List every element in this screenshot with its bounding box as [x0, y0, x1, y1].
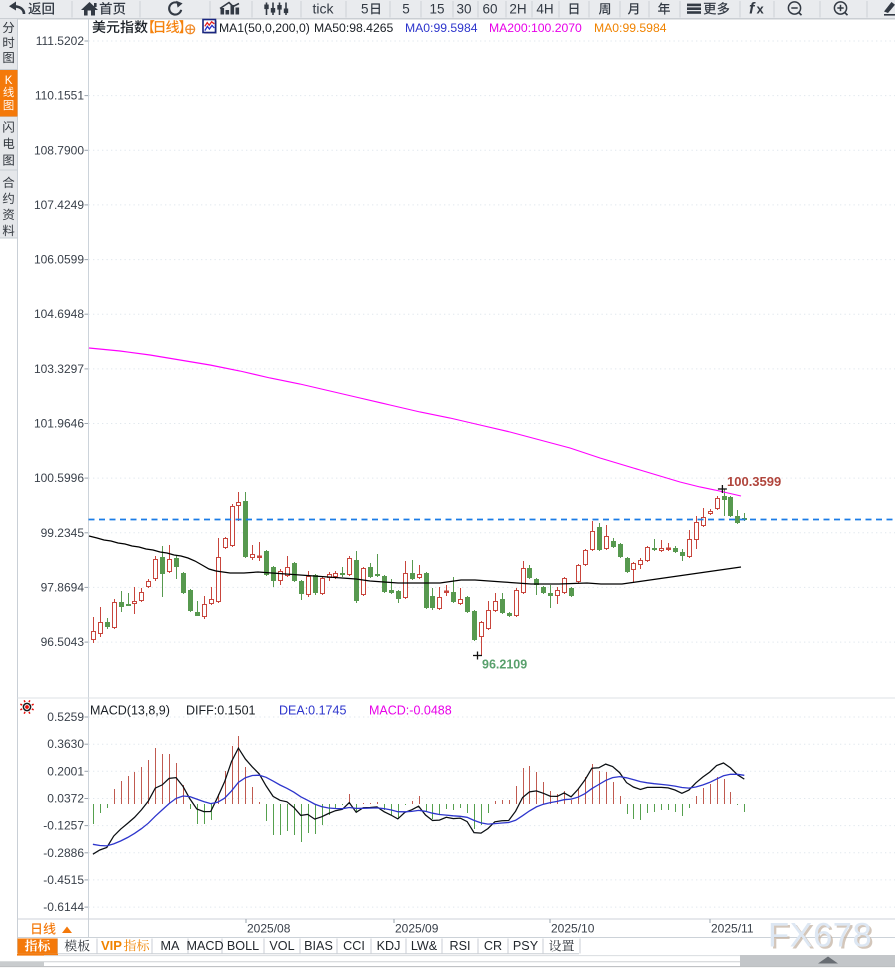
svg-text:CCI: CCI [343, 939, 365, 953]
svg-text:2025/09: 2025/09 [395, 922, 439, 936]
svg-text:-0.2886: -0.2886 [43, 846, 84, 860]
svg-text:VIP: VIP [101, 938, 122, 953]
svg-text:CR: CR [484, 939, 502, 953]
svg-text:LW&: LW& [411, 939, 438, 953]
svg-text:0.3630: 0.3630 [47, 737, 84, 751]
svg-text:2H: 2H [509, 2, 526, 17]
svg-text:MACD:-0.0488: MACD:-0.0488 [369, 704, 452, 718]
svg-text:2025/11: 2025/11 [711, 922, 754, 936]
svg-text:111.5202: 111.5202 [36, 34, 85, 48]
svg-text:MACD: MACD [186, 939, 223, 953]
svg-text:FX678: FX678 [770, 919, 874, 957]
svg-text:15: 15 [429, 2, 444, 17]
svg-text:-0.6144: -0.6144 [43, 900, 84, 914]
svg-text:-0.1257: -0.1257 [43, 819, 84, 833]
svg-text:PSY: PSY [513, 939, 539, 953]
svg-text:97.8694: 97.8694 [41, 580, 85, 594]
svg-text:MA200:100.2070: MA200:100.2070 [489, 21, 582, 35]
svg-text:DIFF:0.1501: DIFF:0.1501 [186, 704, 256, 718]
svg-text:tick: tick [313, 1, 335, 17]
svg-text:MA0:99.5984: MA0:99.5984 [594, 21, 667, 35]
svg-text:101.9646: 101.9646 [34, 417, 84, 431]
svg-text:106.0599: 106.0599 [34, 253, 84, 267]
svg-text:MACD(13,8,9): MACD(13,8,9) [90, 704, 170, 718]
svg-text:0.2001: 0.2001 [47, 764, 84, 778]
svg-text:MA: MA [161, 939, 180, 953]
svg-text:2025/08: 2025/08 [247, 922, 291, 936]
svg-text:0.5259: 0.5259 [47, 710, 84, 724]
svg-text:103.3297: 103.3297 [34, 362, 84, 376]
svg-text:MA1(50,0,200,0): MA1(50,0,200,0) [219, 21, 310, 35]
svg-text:5: 5 [402, 2, 410, 17]
svg-text:MA0:99.5984: MA0:99.5984 [405, 21, 478, 35]
svg-text:0.0372: 0.0372 [47, 792, 84, 806]
svg-text:108.7900: 108.7900 [34, 143, 84, 157]
svg-text:30: 30 [456, 2, 471, 17]
svg-text:110.1551: 110.1551 [35, 89, 84, 103]
svg-text:KDJ: KDJ [377, 939, 401, 953]
svg-text:104.6948: 104.6948 [34, 307, 84, 321]
svg-text:96.5043: 96.5043 [41, 635, 85, 649]
svg-text:100.5996: 100.5996 [34, 471, 84, 485]
svg-text:100.3599: 100.3599 [727, 474, 781, 489]
svg-text:4H: 4H [536, 2, 553, 17]
svg-text:RSI: RSI [450, 939, 471, 953]
svg-text:DEA:0.1745: DEA:0.1745 [279, 704, 346, 718]
svg-text:99.2345: 99.2345 [41, 526, 85, 540]
svg-text:60: 60 [482, 2, 497, 17]
svg-text:2025/10: 2025/10 [551, 922, 595, 936]
svg-text:VOL: VOL [269, 939, 294, 953]
svg-text:K: K [5, 75, 13, 87]
svg-text:5: 5 [361, 2, 369, 17]
svg-text:FX678: FX678 [768, 917, 872, 955]
svg-text:f: f [749, 1, 756, 18]
svg-text:BOLL: BOLL [227, 939, 259, 953]
svg-text:MA50:98.4265: MA50:98.4265 [314, 21, 394, 35]
svg-text:x: x [757, 2, 765, 17]
svg-text:107.4249: 107.4249 [34, 198, 84, 212]
svg-text:-0.4515: -0.4515 [43, 873, 84, 887]
svg-text:96.2109: 96.2109 [482, 658, 527, 672]
svg-text:BIAS: BIAS [304, 939, 333, 953]
